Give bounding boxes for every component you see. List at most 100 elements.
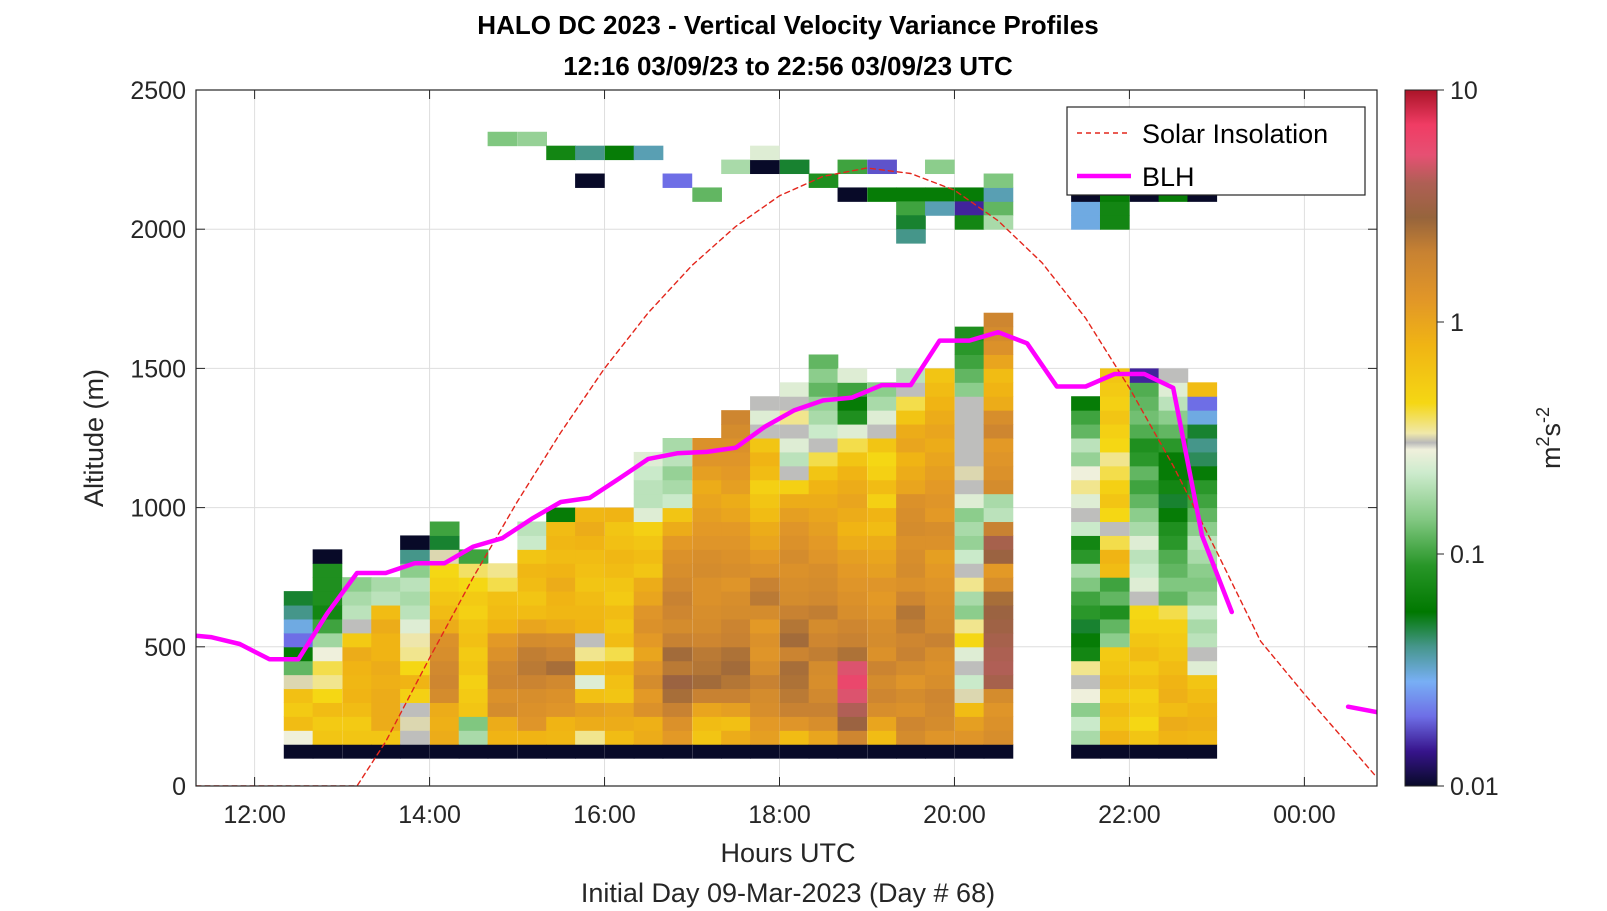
legend-label-blh: BLH: [1142, 162, 1195, 192]
heatmap-cell: [925, 410, 955, 425]
heatmap-cell: [808, 605, 839, 620]
heatmap-cell: [1158, 438, 1189, 453]
heatmap-cell: [721, 410, 751, 425]
heatmap-cell: [1187, 410, 1218, 425]
heatmap-cell: [779, 479, 810, 495]
heatmap-cell: [896, 187, 926, 202]
heatmap-cell: [837, 159, 868, 175]
heatmap-cell: [1129, 451, 1160, 467]
heatmap-cell: [633, 688, 664, 703]
heatmap-cell: [546, 535, 576, 550]
heatmap-cell: [283, 688, 314, 703]
heatmap-cell: [750, 438, 780, 453]
y-axis: 0 500 1000 1500 2000 2500: [130, 77, 1377, 801]
heatmap-cell: [808, 716, 839, 731]
heatmap-cell: [604, 521, 635, 536]
heatmap-cell: [721, 716, 751, 731]
heatmap-cell: [896, 688, 926, 703]
heatmap-cell: [1158, 591, 1189, 606]
heatmap-cell: [633, 535, 664, 550]
heatmap-cell: [925, 674, 955, 690]
heatmap-cell: [1129, 493, 1160, 509]
heatmap-cell: [604, 549, 635, 564]
heatmap-cell: [487, 618, 518, 634]
heatmap-cell: [750, 507, 780, 523]
colorbar-label-mid: s: [1536, 423, 1566, 437]
heatmap-cell: [662, 730, 693, 745]
heatmap-cell: [896, 618, 926, 634]
heatmap-cell: [575, 577, 605, 592]
heatmap-cell: [837, 438, 868, 453]
heatmap-cell: [954, 424, 985, 439]
heatmap-cell: [983, 396, 1014, 411]
heatmap-cell: [575, 618, 605, 634]
heatmap-cell: [429, 674, 460, 690]
heatmap-cell: [458, 716, 489, 731]
heatmap-cell: [1187, 507, 1218, 523]
heatmap-cell: [1187, 438, 1218, 453]
heatmap-cell: [1129, 549, 1160, 564]
heatmap-cell: [867, 410, 897, 425]
heatmap-cell: [604, 507, 635, 523]
heatmap-cell: [867, 535, 897, 550]
heatmap-cell: [721, 549, 751, 564]
heatmap-cell: [633, 493, 664, 509]
heatmap-cell: [750, 549, 780, 564]
heatmap-cell: [837, 521, 868, 536]
heatmap-cell: [371, 660, 401, 676]
heatmap-cell: [692, 744, 722, 759]
heatmap-cell: [867, 618, 897, 634]
heatmap-cell: [896, 744, 926, 759]
heatmap-cell: [400, 716, 430, 731]
heatmap-cell: [1187, 702, 1218, 717]
colorbar-label-sup1: 2: [1533, 437, 1553, 447]
heatmap-cell: [721, 660, 751, 676]
heatmap-cell: [896, 493, 926, 509]
heatmap-cell: [575, 173, 605, 188]
heatmap-cell: [925, 438, 955, 453]
heatmap-cell: [312, 632, 343, 648]
heatmap-cell: [954, 688, 985, 703]
heatmap-cell: [517, 605, 547, 620]
heatmap-cell: [662, 591, 693, 606]
heatmap-cell: [779, 382, 810, 397]
heatmap-cell: [954, 660, 985, 676]
heatmap-cell: [1158, 396, 1189, 411]
heatmap-cell: [721, 577, 751, 592]
heatmap-cell: [721, 424, 751, 439]
heatmap-cell: [546, 591, 576, 606]
heatmap-cell: [837, 660, 868, 676]
heatmap-cell: [837, 507, 868, 523]
heatmap-cell: [983, 507, 1014, 523]
heatmap-cell: [633, 591, 664, 606]
heatmap-cell: [925, 368, 955, 383]
heatmap-cell: [750, 521, 780, 536]
heatmap-cell: [1187, 563, 1218, 578]
heatmap-cell: [692, 716, 722, 731]
heatmap-cell: [750, 159, 780, 175]
heatmap-cell: [1129, 744, 1160, 759]
heatmap-cell: [721, 591, 751, 606]
heatmap-cell: [633, 479, 664, 495]
heatmap-cell: [808, 577, 839, 592]
y-tick-label: 1500: [130, 355, 186, 383]
heatmap-cell: [633, 145, 664, 161]
heatmap-cell: [1187, 632, 1218, 648]
heatmap-cell: [837, 187, 868, 202]
heatmap-cell: [779, 535, 810, 550]
heatmap-cell: [983, 215, 1014, 230]
heatmap-cell: [342, 702, 373, 717]
heatmap-cell: [983, 674, 1014, 690]
heatmap-cell: [400, 688, 430, 703]
heatmap-cell: [750, 591, 780, 606]
heatmap-cell: [721, 493, 751, 509]
heatmap-cell: [1071, 201, 1101, 216]
heatmap-cell: [1129, 618, 1160, 634]
heatmap-cell: [371, 646, 401, 662]
heatmap-cell: [896, 730, 926, 745]
heatmap-cell: [721, 688, 751, 703]
heatmap-cell: [1071, 577, 1101, 592]
colorbar-label-base: m: [1536, 447, 1566, 470]
heatmap-cell: [1158, 674, 1189, 690]
heatmap-cell: [954, 507, 985, 523]
